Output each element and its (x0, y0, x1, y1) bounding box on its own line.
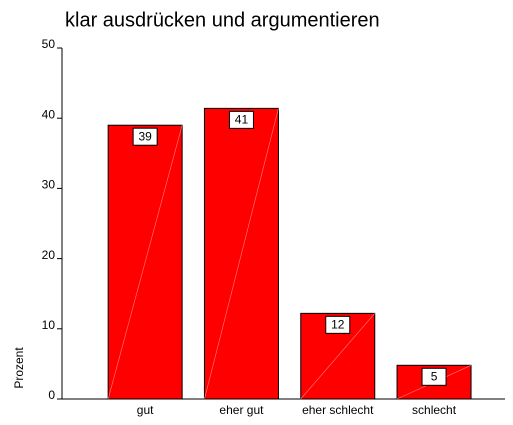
value-label: 41 (235, 113, 249, 127)
y-tick-label: 20 (42, 248, 56, 262)
y-tick-label: 10 (42, 318, 56, 332)
bar-shine (204, 108, 279, 400)
bar-shine (300, 313, 375, 400)
value-label-box (421, 367, 447, 386)
value-label: 39 (138, 129, 152, 143)
value-label-box (132, 127, 158, 146)
chart-title: klar ausdrücken und argumentieren (65, 9, 380, 31)
x-tick-label: eher gut (219, 403, 264, 417)
x-tick-label: eher schlecht (302, 403, 374, 417)
y-axis-label: Prozent (12, 347, 26, 389)
x-tick-label: schlecht (412, 403, 457, 417)
y-tick-label: 0 (48, 388, 55, 402)
y-tick-label: 50 (42, 37, 56, 51)
value-label-box (228, 110, 254, 129)
x-tick-label: gut (137, 403, 154, 417)
y-tick-label: 30 (42, 178, 56, 192)
bar-shine (107, 125, 183, 400)
value-label: 5 (431, 369, 438, 383)
y-tick-label: 40 (42, 107, 56, 121)
value-label: 12 (331, 318, 345, 332)
value-label-box (325, 315, 351, 334)
